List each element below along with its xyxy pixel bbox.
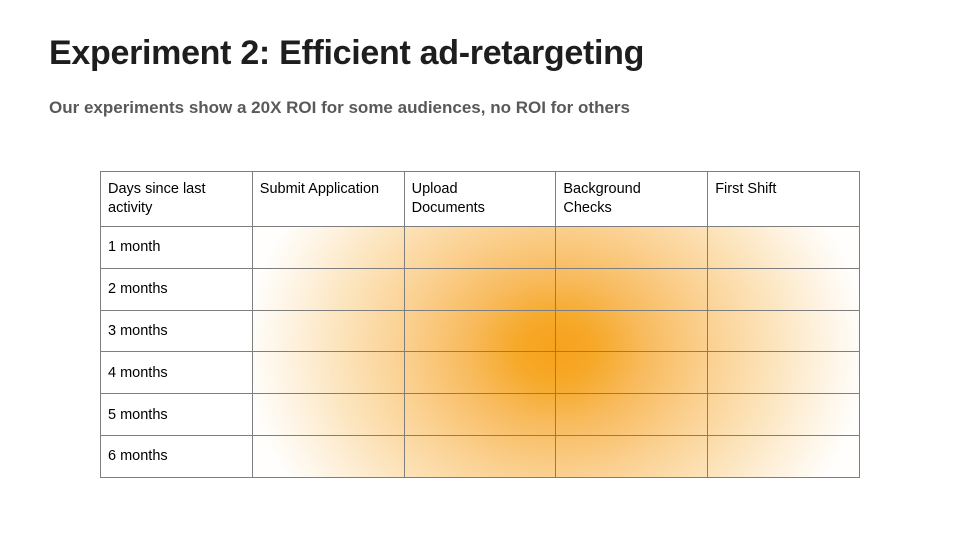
heatmap-cell [555,351,709,395]
roi-heatmap-table: Days since last activity Submit Applicat… [100,171,860,478]
table-row-1-month: 1 month [100,226,860,269]
retargeting-table: Days since last activity Submit Applicat… [100,171,860,478]
slide-subtitle: Our experiments show a 20X ROI for some … [49,98,630,117]
heatmap-cell [251,267,405,311]
slide-title: Experiment 2: Efficient ad-retargeting [49,34,645,72]
heatmap-cell [403,434,557,478]
header-row: Days since last activity Submit Applicat… [100,171,860,227]
table-row-3-months: 3 months [100,309,860,353]
heatmap-cell [251,351,405,395]
heatmap-cell [251,434,405,478]
heatmap-cell [707,267,860,311]
table-header: Days since last activity Submit Applicat… [100,171,860,227]
heatmap-cell [403,226,557,269]
table-row-4-months: 4 months [100,351,860,395]
heatmap-cell [555,226,709,269]
heatmap-cell [251,226,405,269]
column-header-background-checks: Background Checks [555,171,709,227]
heatmap-cell [707,434,860,478]
heatmap-cell [403,309,557,353]
table-row-6-months: 6 months [100,434,860,478]
heatmap-cell [403,267,557,311]
heatmap-cell [251,309,405,353]
row-label-4-months: 4 months [100,351,253,395]
row-label-1-month: 1 month [100,226,253,269]
heatmap-cell [707,226,860,269]
heatmap-cell [707,351,860,395]
row-label-5-months: 5 months [100,393,253,436]
heatmap-cell [555,434,709,478]
row-label-3-months: 3 months [100,309,253,353]
heatmap-cell [555,267,709,311]
row-label-6-months: 6 months [100,434,253,478]
heatmap-cell [555,309,709,353]
row-label-2-months: 2 months [100,267,253,311]
column-header-days-since-last-activity: Days since last activity [100,171,253,227]
table-row-5-months: 5 months [100,393,860,436]
heatmap-cell [403,351,557,395]
heatmap-cell [555,393,709,436]
column-header-first-shift: First Shift [707,171,860,227]
heatmap-cell [251,393,405,436]
table-row-2-months: 2 months [100,267,860,311]
heatmap-cell [403,393,557,436]
heatmap-cell [707,393,860,436]
heatmap-cell [707,309,860,353]
column-header-submit-application: Submit Application [251,171,405,227]
column-header-upload-documents: Upload Documents [403,171,557,227]
table-body: 1 month 2 months 3 months [100,226,860,478]
